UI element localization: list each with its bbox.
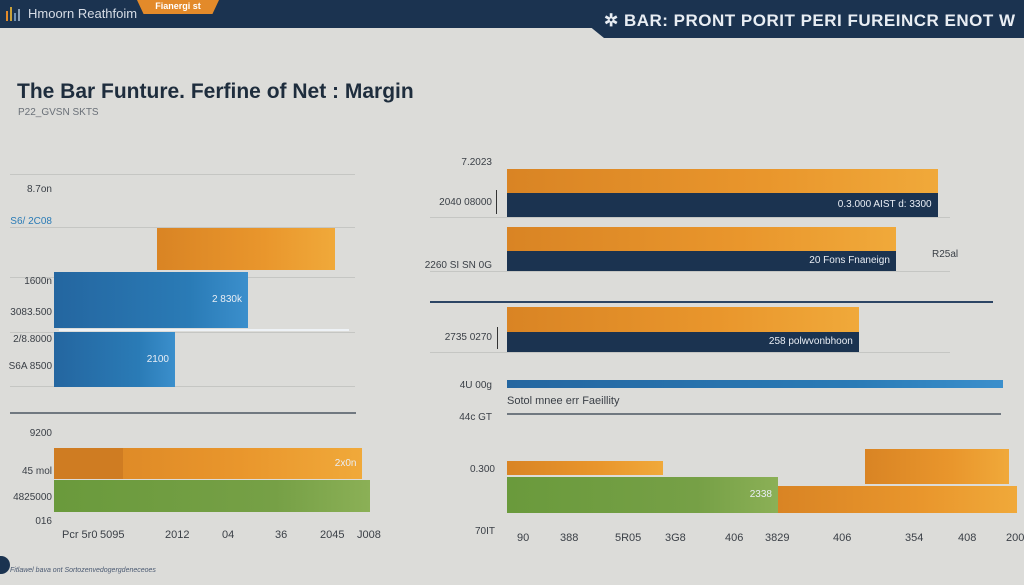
x-tick-label: 36 <box>275 529 288 541</box>
bar-navy <box>507 251 896 271</box>
y-tick-label: 45 mol <box>21 466 52 477</box>
x-tick-label: 388 <box>560 532 579 544</box>
bar-value-label: 2338 <box>749 489 772 500</box>
bar-navy <box>507 193 938 217</box>
logo-bars-icon <box>6 7 24 21</box>
bar-green <box>507 477 778 513</box>
divider-line <box>430 301 993 303</box>
x-tick-label: J008 <box>357 529 381 541</box>
bar-orange <box>54 448 363 479</box>
y-tick-label: 44c GT <box>459 412 492 423</box>
page-title: The Bar Funture. Ferfine of Net : Margin <box>17 80 414 103</box>
bracket-tick <box>497 327 498 349</box>
bar-value-label: 258 polwvonbhoon <box>768 336 853 347</box>
y-tick-label: S6/ 2C08 <box>10 216 52 227</box>
gridline <box>10 332 355 333</box>
y-tick-label: 8.7on <box>26 184 52 195</box>
annotation: Sotol mnee err Faeillity <box>507 395 620 407</box>
gridline <box>430 271 950 272</box>
bar-blue <box>54 332 175 387</box>
gridline <box>10 386 355 387</box>
bar-navy <box>507 332 859 352</box>
bar-orange <box>507 169 938 193</box>
footnote: Fitlawel bava ont Sortozenvedogergdenece… <box>10 567 156 574</box>
bar-orange <box>507 227 896 252</box>
gridline <box>430 352 950 353</box>
gridline <box>10 174 355 175</box>
banner-title: ✲ BAR: PRONT PORIT PERI FUREINCR ENOT W <box>604 11 1016 31</box>
gridline <box>10 227 355 228</box>
x-tick-label: 2012 <box>165 529 190 541</box>
y-tick-label: 4825000 <box>13 492 52 503</box>
x-tick-label: 354 <box>905 532 924 544</box>
y-tick-label: S6A 8500 <box>8 361 52 372</box>
bar-green <box>54 480 370 512</box>
y-tick-label: 2040 08000 <box>439 197 492 208</box>
bar-orange <box>865 449 1009 484</box>
y-tick-label: 016 <box>35 516 52 527</box>
y-tick-label: 70IT <box>474 526 495 537</box>
gridline <box>430 217 950 218</box>
y-tick-label: 9200 <box>29 428 52 439</box>
x-tick-label: 3829 <box>765 532 790 544</box>
bar-value-label: 2x0n <box>334 457 357 469</box>
bar-blue <box>54 272 248 328</box>
x-tick-label: 2045 <box>320 529 345 541</box>
bar-value-label: 20 Fons Fnaneign <box>809 255 890 266</box>
bar-segment <box>54 448 123 479</box>
banner-bar <box>590 0 1024 38</box>
info-icon <box>0 556 10 574</box>
x-tick-label: 408 <box>958 532 977 544</box>
header-tab[interactable]: Fianergi st <box>137 0 219 14</box>
y-tick-label: 2260 SI SN 0G <box>424 260 492 271</box>
bracket-tick <box>496 190 497 214</box>
x-tick-label: 200 <box>1006 532 1024 544</box>
x-tick-label: 04 <box>222 529 235 541</box>
x-tick-label: 3G8 <box>665 532 686 544</box>
x-tick-label: 90 <box>517 532 530 544</box>
bar-orange <box>778 486 1017 513</box>
x-tick-label: 5R05 <box>615 532 642 544</box>
page-subtitle: P22_GVSN SKTS <box>18 107 99 118</box>
bar-orange <box>507 307 859 332</box>
y-tick-label: 4U 00g <box>459 380 492 391</box>
x-tick-label: 406 <box>833 532 852 544</box>
y-tick-label: 7.2023 <box>461 157 492 168</box>
bar-value-label: 0.3.000 AIST d: 3300 <box>837 199 932 210</box>
axis-line <box>507 413 1001 415</box>
x-tick-label: 5095 <box>100 529 125 541</box>
separator-line <box>59 329 349 331</box>
bar-blue <box>507 380 1003 388</box>
y-tick-label: 2735 0270 <box>444 332 492 343</box>
axis-line <box>10 412 356 414</box>
app-title: Hmoorn Reathfoim <box>28 6 138 21</box>
annotation: R25al <box>932 249 959 260</box>
bar-value-label: 2 830k <box>211 294 242 305</box>
sparkle-icon: ✲ <box>604 11 624 30</box>
x-tick-label: 406 <box>725 532 744 544</box>
y-tick-label: 3083.500 <box>10 307 52 318</box>
x-tick-label: Pcr 5r0 <box>62 529 98 541</box>
bar-value-label: 2100 <box>146 353 169 365</box>
y-tick-label: 1600n <box>24 276 52 287</box>
y-tick-label: 2/8.8000 <box>13 334 52 345</box>
bar-orange <box>157 228 335 270</box>
banner-text: BAR: PRONT PORIT PERI FUREINCR ENOT W <box>623 11 1016 30</box>
bar-orange <box>507 461 663 475</box>
y-tick-label: 0.300 <box>469 464 495 475</box>
